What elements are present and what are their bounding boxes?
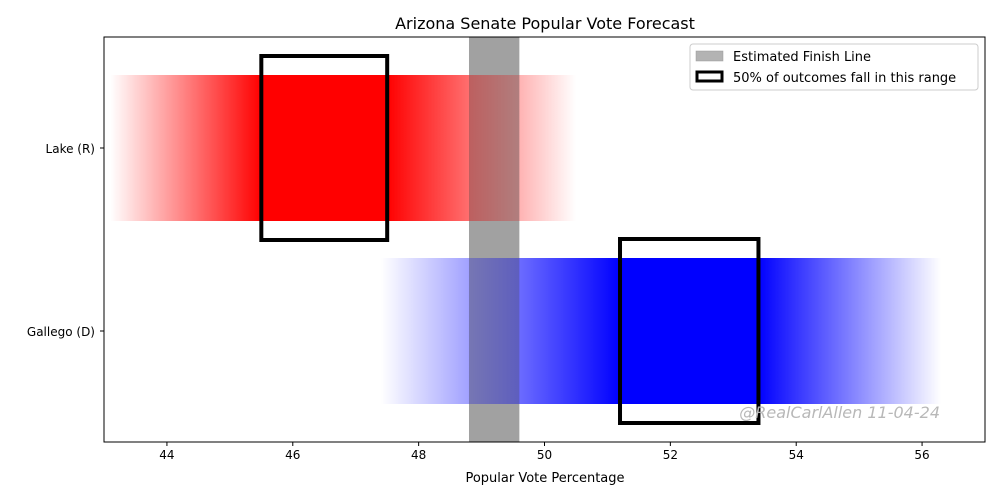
legend-swatch-iqr: [695, 70, 724, 83]
distribution-bar-0: [110, 75, 576, 221]
y-tick-label: Gallego (D): [27, 325, 95, 339]
axes-frame: [103, 36, 986, 443]
finish-line-overlay: [468, 37, 520, 442]
watermark-text: @RealCarlAllen 11-04-24: [739, 403, 940, 422]
distribution-bar-1: [380, 258, 941, 404]
x-tick-label: 54: [789, 448, 804, 462]
legend-swatch-finish-line: [695, 50, 724, 62]
x-tick-label: 44: [159, 448, 174, 462]
legend-box: [689, 43, 979, 91]
chart-title: Arizona Senate Popular Vote Forecast: [395, 14, 695, 33]
x-axis-label: Popular Vote Percentage: [465, 471, 624, 486]
iqr-box-1: [618, 237, 761, 425]
x-tick-label: 56: [914, 448, 929, 462]
x-tick-label: 50: [537, 448, 552, 462]
x-tick-label: 48: [411, 448, 426, 462]
y-axis: Lake (R) Gallego (D): [27, 142, 104, 339]
legend-label-iqr: 50% of outcomes fall in this range: [733, 71, 956, 86]
x-tick-label: 52: [663, 448, 678, 462]
legend-label-finish-line: Estimated Finish Line: [733, 50, 871, 65]
iqr-box-0: [259, 54, 390, 242]
y-tick-label: Lake (R): [46, 142, 95, 156]
x-axis: 44 46 48 50 52 54 56: [159, 442, 930, 462]
plot-area: [110, 37, 941, 442]
legend: Estimated Finish Line 50% of outcomes fal…: [689, 43, 979, 91]
x-tick-label: 46: [285, 448, 300, 462]
